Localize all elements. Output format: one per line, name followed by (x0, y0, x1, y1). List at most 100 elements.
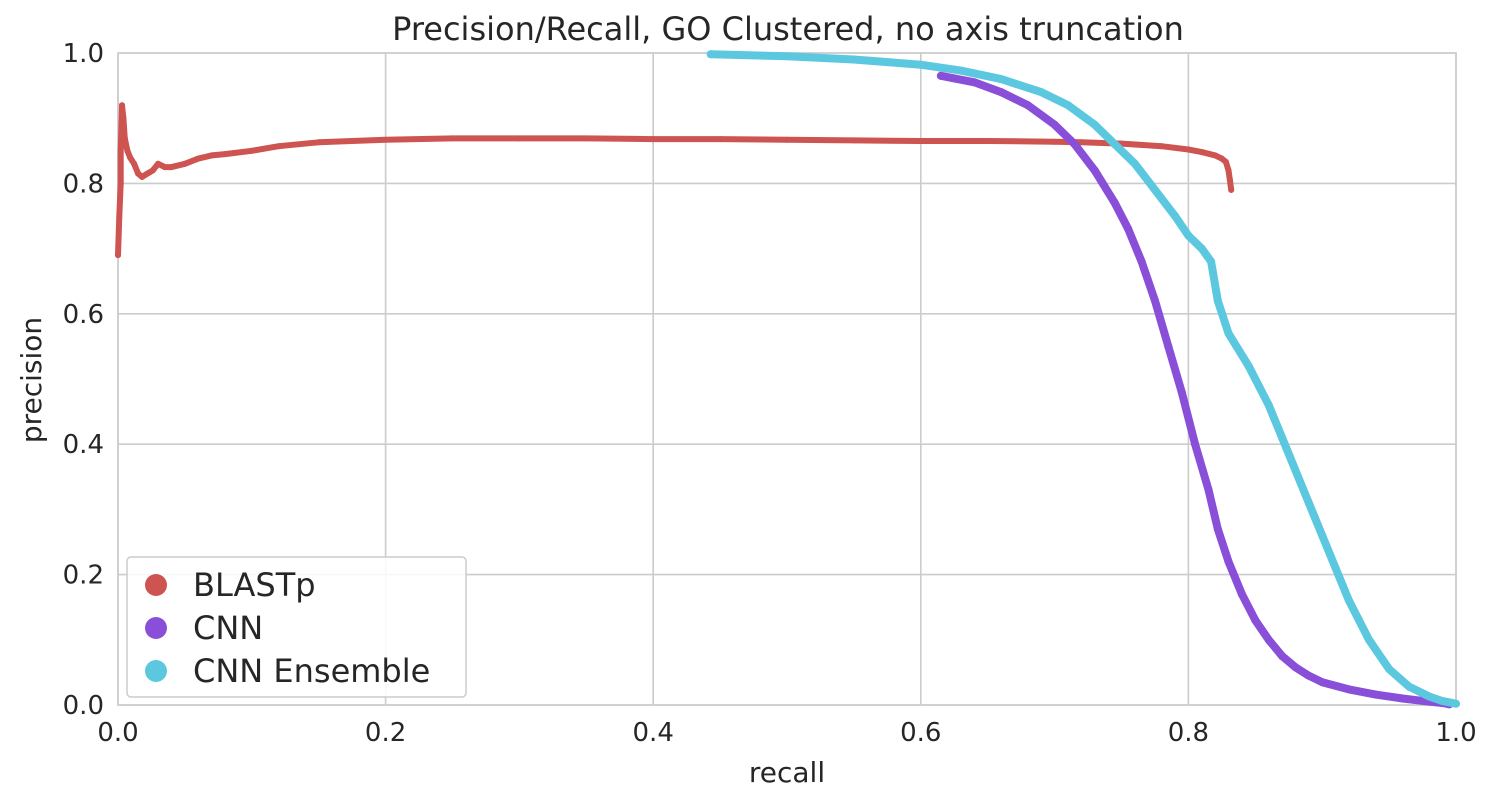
data-point-blastp (1158, 143, 1165, 150)
data-point-blastp (1218, 155, 1225, 162)
data-point-blastp (1198, 149, 1205, 156)
data-point-cnn-ensemble (1425, 692, 1434, 701)
x-tick-label: 0.8 (1168, 718, 1209, 748)
data-point-cnn-ensemble (1331, 564, 1340, 573)
data-point-cnn-ensemble (956, 66, 965, 75)
legend-box (126, 556, 467, 698)
data-point-cnn-ensemble (1130, 159, 1139, 168)
legend-marker-cnn (145, 617, 167, 639)
chart-title: Precision/Recall, GO Clustered, no axis … (392, 10, 1184, 48)
data-point-cnn-ensemble (1385, 665, 1394, 674)
data-point-cnn (1251, 616, 1260, 625)
data-point-cnn (1070, 140, 1079, 149)
legend: BLASTp CNN CNN Ensemble (126, 556, 467, 698)
data-point-blastp (222, 151, 228, 158)
data-point-cnn-ensemble (1304, 498, 1313, 507)
data-point-blastp (650, 136, 657, 143)
y-tick-label: 1.0 (63, 39, 104, 69)
data-point-cnn-ensemble (1197, 244, 1206, 253)
data-point-cnn-ensemble (1278, 433, 1287, 442)
x-tick-label: 1.0 (1435, 718, 1476, 748)
data-point-cnn (1237, 590, 1246, 599)
data-point-blastp (149, 167, 156, 174)
data-point-blastp (1051, 138, 1058, 145)
data-point-cnn (1090, 166, 1099, 175)
data-point-cnn-ensemble (706, 50, 715, 59)
data-point-cnn-ensemble (849, 55, 858, 64)
x-tick-label: 0.2 (365, 718, 406, 748)
data-point-blastp (1225, 167, 1232, 174)
data-point-blastp (1228, 186, 1235, 193)
data-point-blastp (583, 135, 590, 142)
legend-label-cnn-ensemble: CNN Ensemble (193, 652, 430, 690)
data-point-cnn (997, 88, 1006, 97)
data-point-cnn (1278, 652, 1287, 661)
data-point-blastp (155, 160, 162, 167)
data-point-cnn (1371, 690, 1380, 699)
legend-marker-cnn-ensemble (145, 660, 167, 682)
x-axis-label: recall (749, 756, 825, 789)
data-point-blastp (1226, 177, 1233, 184)
series-line-cnn-ensemble (706, 50, 1460, 708)
x-tick-label: 0.0 (97, 718, 138, 748)
legend-marker-blastp (145, 574, 167, 596)
x-tick-label: 0.4 (633, 718, 674, 748)
series-line-cnn (936, 71, 1454, 709)
data-point-cnn-ensemble (1345, 596, 1353, 605)
legend-label-blastp: BLASTp (193, 566, 316, 604)
data-point-blastp (195, 155, 202, 162)
data-point-blastp (717, 136, 724, 143)
data-point-cnn-ensemble (1207, 257, 1216, 266)
data-point-blastp (139, 173, 146, 180)
data-point-cnn (1050, 120, 1059, 129)
data-point-cnn (1398, 694, 1407, 703)
y-tick-label: 0.4 (63, 430, 104, 460)
data-point-cnn-ensemble (1224, 329, 1233, 338)
data-point-cnn-ensemble (783, 52, 791, 61)
data-point-blastp (120, 115, 127, 122)
data-point-cnn-ensemble (1291, 466, 1300, 475)
data-point-cnn (1110, 199, 1119, 207)
data-point-blastp (382, 136, 389, 143)
legend-label-cnn: CNN (193, 609, 263, 647)
data-point-cnn-ensemble (1184, 231, 1193, 240)
data-point-blastp (131, 160, 138, 167)
data-point-cnn (1164, 342, 1173, 351)
data-point-cnn-ensemble (1452, 699, 1460, 708)
data-point-cnn-ensemble (1405, 682, 1414, 691)
data-point-cnn (1291, 663, 1300, 672)
y-tick-label: 0.0 (63, 691, 104, 721)
data-point-cnn-ensemble (1037, 88, 1046, 97)
data-point-cnn (1124, 225, 1133, 233)
data-point-cnn (1137, 257, 1146, 266)
data-point-blastp (516, 135, 523, 142)
data-point-cnn-ensemble (1365, 635, 1373, 644)
data-point-blastp (161, 164, 168, 171)
data-point-cnn (970, 78, 979, 87)
data-point-blastp (1222, 158, 1229, 165)
data-point-blastp (135, 170, 142, 177)
data-point-blastp (127, 154, 133, 161)
data-point-blastp (315, 139, 322, 146)
data-point-blastp (917, 138, 924, 144)
data-point-cnn-ensemble (1090, 120, 1099, 129)
data-point-blastp (275, 143, 282, 150)
data-point-cnn (1224, 557, 1233, 566)
data-point-cnn (1177, 388, 1186, 396)
data-point-cnn (1204, 485, 1213, 494)
data-point-cnn (936, 71, 945, 80)
data-point-blastp (168, 164, 175, 171)
series-blastp (115, 102, 1235, 259)
data-point-cnn-ensemble (1110, 140, 1119, 149)
data-point-cnn-ensemble (1244, 362, 1253, 370)
data-point-blastp (984, 138, 991, 144)
y-axis-label: precision (15, 317, 48, 443)
data-point-cnn-ensemble (1264, 401, 1273, 410)
data-point-blastp (144, 170, 151, 177)
data-point-blastp (248, 147, 255, 154)
data-point-blastp (449, 135, 456, 142)
data-point-blastp (1212, 152, 1219, 159)
series-line-blastp (115, 102, 1235, 259)
data-point-cnn (1213, 525, 1222, 533)
data-point-cnn-ensemble (1171, 212, 1179, 220)
